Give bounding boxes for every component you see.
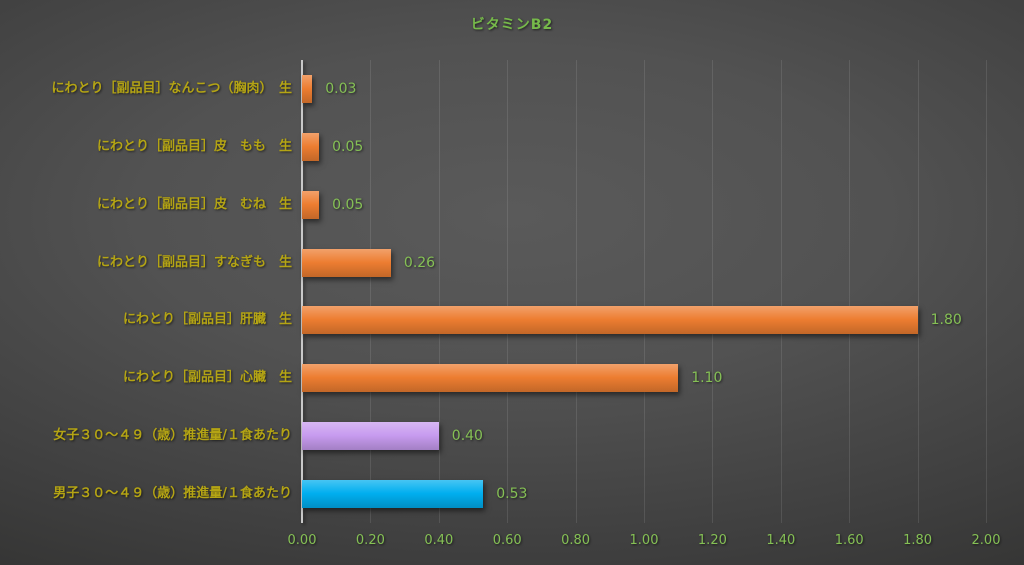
bar bbox=[302, 248, 391, 277]
x-tick-label: 1.60 bbox=[834, 533, 864, 548]
category-label: にわとり［副品目］皮 むね 生 bbox=[96, 196, 292, 212]
gridline bbox=[370, 60, 372, 523]
gridline bbox=[644, 60, 645, 523]
bar-value-label: 1.80 bbox=[930, 312, 962, 329]
x-tick-label: 1.80 bbox=[903, 533, 933, 548]
bar bbox=[302, 480, 484, 509]
gridline bbox=[917, 60, 919, 523]
bar-value-label: 0.26 bbox=[403, 254, 436, 271]
category-label: にわとり［副品目］すなぎも 生 bbox=[96, 254, 292, 270]
bar bbox=[302, 306, 918, 335]
plot-area: 0.03 0.05 0.05 0.26 1.80 1.10 0.40 0.53 bbox=[301, 60, 987, 523]
x-tick-label: 1.00 bbox=[629, 533, 659, 548]
x-tick-label: 0.20 bbox=[355, 533, 385, 548]
bar bbox=[302, 422, 439, 451]
bar-value-label: 0.53 bbox=[496, 486, 528, 503]
bar-value-label: 0.05 bbox=[332, 138, 364, 155]
x-tick-label: 0.80 bbox=[561, 533, 591, 548]
gridline bbox=[986, 60, 987, 523]
gridline bbox=[575, 60, 577, 523]
gridline bbox=[849, 60, 851, 523]
gridline bbox=[712, 60, 714, 523]
category-label: 男子３０～４９（歳）推進量/１食あたり bbox=[53, 486, 292, 502]
x-tick-label: 1.20 bbox=[697, 533, 727, 548]
chart-title: ビタミンB2 bbox=[470, 17, 554, 33]
category-label: にわとり［副品目］心臓 生 bbox=[122, 370, 292, 386]
gridline bbox=[438, 60, 440, 523]
bar bbox=[302, 132, 320, 161]
bar bbox=[302, 190, 320, 219]
bar bbox=[302, 364, 679, 393]
bar-value-label: 0.03 bbox=[325, 80, 357, 97]
bar-value-label: 1.10 bbox=[691, 370, 723, 387]
category-label: にわとり［副品目］肝臓 生 bbox=[122, 312, 292, 328]
bar bbox=[302, 74, 313, 103]
x-tick-label: 0.00 bbox=[287, 533, 317, 548]
x-tick-label: 1.40 bbox=[766, 533, 796, 548]
category-label: 女子３０～４９（歳）推進量/１食あたり bbox=[53, 428, 292, 444]
category-label: にわとり［副品目］皮 もも 生 bbox=[96, 138, 292, 154]
bar-value-label: 0.05 bbox=[332, 196, 364, 213]
y-axis-line bbox=[301, 60, 303, 523]
category-label: にわとり［副品目］なんこつ（胸肉） 生 bbox=[51, 80, 292, 96]
x-tick-label: 0.60 bbox=[492, 533, 522, 548]
bar-value-label: 0.40 bbox=[451, 428, 483, 445]
gridline bbox=[780, 60, 782, 523]
x-tick-label: 0.40 bbox=[424, 533, 454, 548]
x-tick-label: 2.00 bbox=[971, 533, 1001, 548]
gridline bbox=[507, 60, 509, 523]
